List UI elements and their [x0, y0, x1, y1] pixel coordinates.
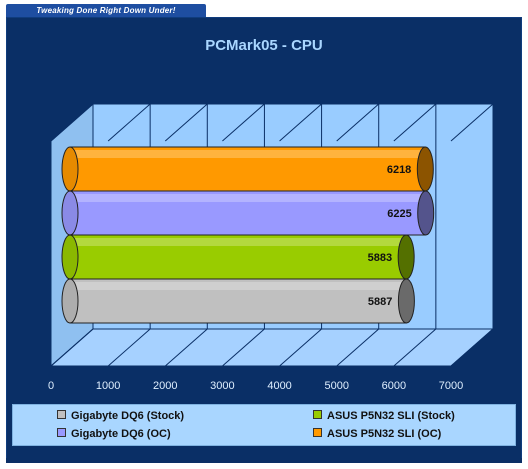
x-tick-label: 0 [48, 380, 54, 392]
bar-highlight [70, 282, 407, 290]
bar-highlight [70, 194, 426, 202]
x-tick-label: 5000 [324, 380, 348, 392]
bar-left-cap [61, 190, 79, 236]
bar: 5887 [61, 278, 415, 324]
grid-line-floor [164, 328, 208, 367]
grid-line-floor [336, 328, 380, 367]
x-tick-label: 7000 [439, 380, 463, 392]
bar: 6218 [61, 146, 434, 192]
grid-line-top [393, 103, 437, 142]
grid-line-top [336, 103, 380, 142]
legend: Gigabyte DQ6 (Stock) ASUS P5N32 SLI (Sto… [12, 404, 516, 446]
bars: 6218 6225 5883 5887 [61, 146, 435, 324]
bar-end-cap [417, 190, 435, 236]
grid-line-top [164, 103, 208, 142]
bar-left-cap [61, 146, 79, 192]
legend-item-gigabyte-dq6-stock: Gigabyte DQ6 (Stock) [57, 410, 184, 423]
bar-value-label: 6225 [387, 208, 411, 220]
legend-item-asus-p5n32-sli-oc: ASUS P5N32 SLI (OC) [313, 428, 441, 441]
chart-title: PCMark05 - CPU [205, 37, 323, 54]
tick-labels: 0 1000 2000 3000 4000 5000 6000 7000 [48, 380, 463, 392]
bar-value-label: 5883 [368, 252, 392, 264]
bar: 6225 [61, 190, 435, 236]
x-tick-label: 2000 [153, 380, 177, 392]
grid-line-top [279, 103, 322, 142]
bar-end-cap [416, 146, 434, 192]
legend-item-gigabyte-dq6-oc: Gigabyte DQ6 (OC) [57, 428, 171, 441]
grid-line-floor [50, 328, 94, 367]
grid-line-top [50, 103, 94, 142]
grid-line-floor [279, 328, 322, 367]
legend-swatch [57, 428, 66, 437]
bar-left-cap [61, 234, 79, 280]
bar-value-label: 5887 [368, 296, 392, 308]
x-tick-label: 6000 [382, 380, 406, 392]
x-tick-label: 1000 [96, 380, 120, 392]
grid-line-floor [222, 328, 265, 367]
plot-floor [49, 328, 495, 367]
x-tick-label: 3000 [210, 380, 234, 392]
bar-highlight [70, 238, 407, 246]
grid-line-floor [107, 328, 151, 367]
grid-line-floor [393, 328, 437, 367]
legend-swatch [57, 410, 66, 419]
legend-item-asus-p5n32-sli-stock: ASUS P5N32 SLI (Stock) [313, 410, 455, 423]
bar-value-label: 6218 [387, 164, 411, 176]
grid-line-top [450, 103, 494, 142]
bar-highlight [70, 150, 426, 158]
x-tick-label: 4000 [267, 380, 291, 392]
bar: 5883 [61, 234, 415, 280]
site-tagline: Tweaking Done Right Down Under! [6, 4, 206, 17]
legend-swatch [313, 410, 322, 419]
bar-left-cap [61, 278, 79, 324]
footer-bar [6, 458, 522, 463]
bar-end-cap [397, 234, 415, 280]
grid-line-top [222, 103, 265, 142]
bar-end-cap [397, 278, 415, 324]
grid-line-floor [450, 328, 494, 367]
grid-line-top [107, 103, 151, 142]
legend-swatch [313, 428, 322, 437]
